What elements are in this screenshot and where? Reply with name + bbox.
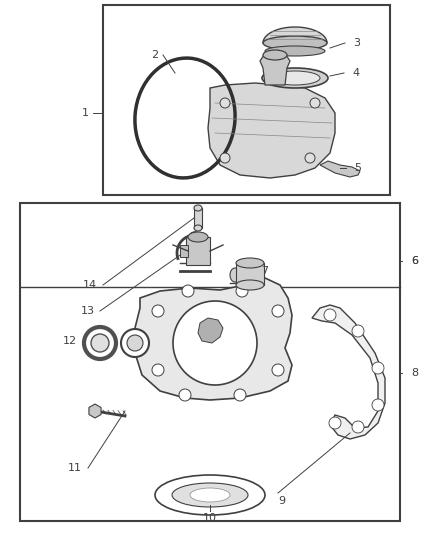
Polygon shape bbox=[208, 83, 335, 178]
Text: 6: 6 bbox=[411, 256, 418, 266]
Ellipse shape bbox=[324, 309, 336, 321]
Bar bbox=[20, 203, 400, 521]
Ellipse shape bbox=[262, 68, 328, 88]
Ellipse shape bbox=[155, 475, 265, 515]
Ellipse shape bbox=[234, 389, 246, 401]
Ellipse shape bbox=[179, 389, 191, 401]
Ellipse shape bbox=[220, 98, 230, 108]
Ellipse shape bbox=[194, 225, 202, 231]
Polygon shape bbox=[320, 161, 360, 177]
Ellipse shape bbox=[189, 232, 201, 244]
Text: 1: 1 bbox=[81, 108, 88, 118]
Polygon shape bbox=[312, 305, 385, 439]
Ellipse shape bbox=[127, 335, 143, 351]
Ellipse shape bbox=[172, 483, 248, 507]
Ellipse shape bbox=[270, 71, 320, 85]
Polygon shape bbox=[89, 404, 101, 418]
Ellipse shape bbox=[272, 364, 284, 376]
Ellipse shape bbox=[305, 153, 315, 163]
Text: 6: 6 bbox=[411, 256, 418, 266]
Text: 13: 13 bbox=[81, 306, 95, 316]
Ellipse shape bbox=[91, 334, 109, 352]
Ellipse shape bbox=[194, 205, 202, 211]
Ellipse shape bbox=[236, 258, 264, 268]
Text: 9: 9 bbox=[279, 496, 286, 506]
Ellipse shape bbox=[263, 50, 287, 60]
Text: 10: 10 bbox=[203, 513, 217, 523]
Text: 11: 11 bbox=[68, 463, 82, 473]
Text: 4: 4 bbox=[353, 68, 360, 78]
Ellipse shape bbox=[182, 285, 194, 297]
Ellipse shape bbox=[230, 268, 240, 282]
Ellipse shape bbox=[152, 305, 164, 317]
Text: 7: 7 bbox=[261, 266, 268, 276]
Ellipse shape bbox=[220, 153, 230, 163]
Ellipse shape bbox=[372, 362, 384, 374]
Polygon shape bbox=[260, 55, 290, 85]
Ellipse shape bbox=[352, 421, 364, 433]
Bar bbox=[194, 208, 202, 228]
Text: 8: 8 bbox=[411, 368, 419, 378]
Text: 14: 14 bbox=[83, 280, 97, 290]
Bar bbox=[186, 237, 210, 265]
Ellipse shape bbox=[372, 399, 384, 411]
Ellipse shape bbox=[272, 305, 284, 317]
Ellipse shape bbox=[310, 98, 320, 108]
Ellipse shape bbox=[236, 280, 264, 290]
Ellipse shape bbox=[152, 364, 164, 376]
Ellipse shape bbox=[84, 327, 116, 359]
Ellipse shape bbox=[190, 488, 230, 502]
Ellipse shape bbox=[263, 36, 327, 50]
Ellipse shape bbox=[121, 329, 149, 357]
Polygon shape bbox=[198, 318, 223, 343]
Bar bbox=[103, 5, 390, 195]
Text: 12: 12 bbox=[63, 336, 77, 346]
Text: 3: 3 bbox=[353, 38, 360, 48]
Ellipse shape bbox=[352, 325, 364, 337]
Ellipse shape bbox=[236, 285, 248, 297]
Text: 2: 2 bbox=[152, 50, 159, 60]
Polygon shape bbox=[263, 27, 327, 43]
Bar bbox=[236, 263, 264, 285]
Ellipse shape bbox=[188, 232, 208, 242]
Ellipse shape bbox=[329, 417, 341, 429]
Ellipse shape bbox=[173, 301, 257, 385]
Bar bbox=[180, 245, 188, 257]
Text: 5: 5 bbox=[354, 163, 361, 173]
Polygon shape bbox=[135, 278, 292, 400]
Ellipse shape bbox=[265, 46, 325, 56]
